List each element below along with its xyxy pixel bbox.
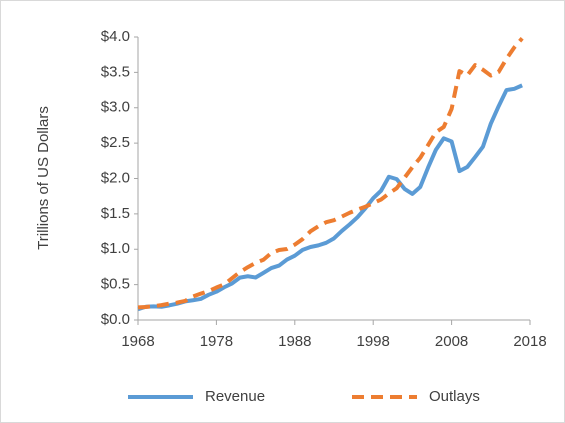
y-tick-label: $1.5 (101, 205, 130, 222)
x-tick-label: 1978 (200, 333, 233, 350)
y-axis-label: Trillions of US Dollars (35, 106, 52, 250)
series-line (137, 83, 523, 312)
y-tick-label: $3.0 (101, 99, 130, 116)
x-tick-label: 2018 (513, 333, 546, 350)
x-tick-label: 1998 (357, 333, 390, 350)
y-tick-label: $0.0 (101, 311, 130, 328)
x-tick-label: 1988 (278, 333, 311, 350)
y-tick-label: $0.5 (101, 276, 130, 293)
y-tick-label: $1.0 (101, 240, 130, 257)
x-tick-label: 1968 (121, 333, 154, 350)
legend-label: Revenue (205, 388, 265, 405)
y-tick-label: $3.5 (101, 63, 130, 80)
x-tick-label: 2008 (435, 333, 468, 350)
y-tick-label: $2.0 (101, 169, 130, 186)
y-tick-label: $4.0 (101, 28, 130, 45)
series-line (137, 36, 524, 310)
legend-label: Outlays (429, 388, 480, 405)
y-tick-label: $2.5 (101, 134, 130, 151)
